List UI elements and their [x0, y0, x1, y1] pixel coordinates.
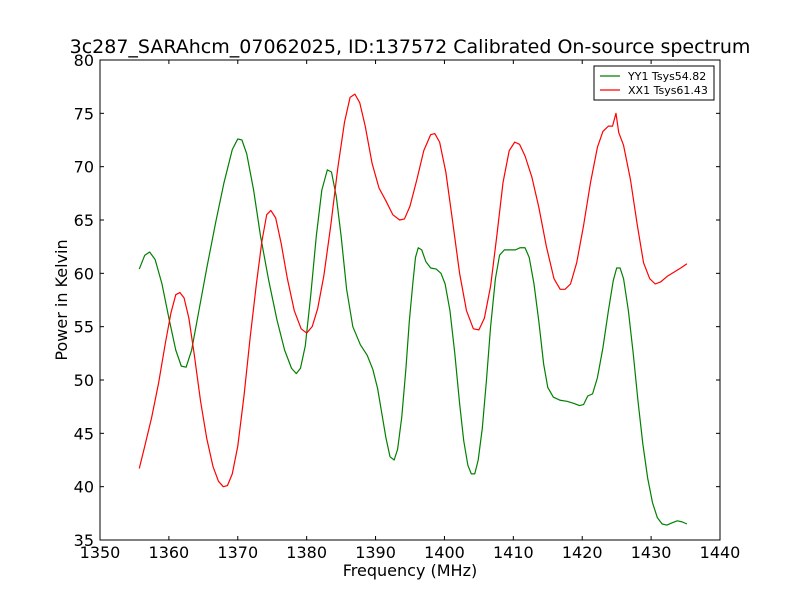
y-tick-label: 75: [74, 104, 94, 123]
y-tick-label: 45: [74, 424, 94, 443]
y-tick-label: 35: [74, 531, 94, 550]
y-axis: 35 40 45 50 55 60 65 70 75 80: [74, 51, 720, 550]
x-tick-label: 1350: [80, 543, 121, 562]
x-tick-label: 1390: [355, 543, 396, 562]
y-tick-label: 70: [74, 158, 94, 177]
legend-label-1: YY1 Tsys54.82: [627, 70, 706, 83]
y-tick-label: 50: [74, 371, 94, 390]
x-tick-label: 1430: [631, 543, 672, 562]
series-line-2: [138, 93, 688, 488]
x-tick-label: 1400: [424, 543, 465, 562]
x-tick-label: 1440: [700, 543, 741, 562]
y-tick-label: 40: [74, 478, 94, 497]
x-tick-label: 1370: [217, 543, 258, 562]
chart-title: 3c287_SARAhcm_07062025, ID:137572 Calibr…: [70, 36, 751, 58]
y-tick-label: 65: [74, 211, 94, 230]
series-line-1: [138, 138, 688, 526]
x-tick-label: 1380: [286, 543, 327, 562]
y-tick-label: 60: [74, 264, 94, 283]
y-axis-title: Power in Kelvin: [52, 239, 71, 360]
x-tick-label: 1410: [493, 543, 534, 562]
series-layer: [138, 93, 688, 526]
x-axis-title: Frequency (MHz): [343, 561, 477, 580]
x-tick-label: 1360: [149, 543, 190, 562]
x-axis: 1350 1360 1370 1380 1390 1400 1410 1420 1430 1440: [80, 60, 741, 562]
plot-area-frame: [99, 59, 721, 541]
y-tick-label: 55: [74, 318, 94, 337]
legend-label-2: XX1 Tsys61.43: [628, 84, 708, 97]
x-tick-label: 1420: [562, 543, 603, 562]
y-tick-label: 80: [74, 51, 94, 70]
legend-box: [593, 65, 715, 101]
